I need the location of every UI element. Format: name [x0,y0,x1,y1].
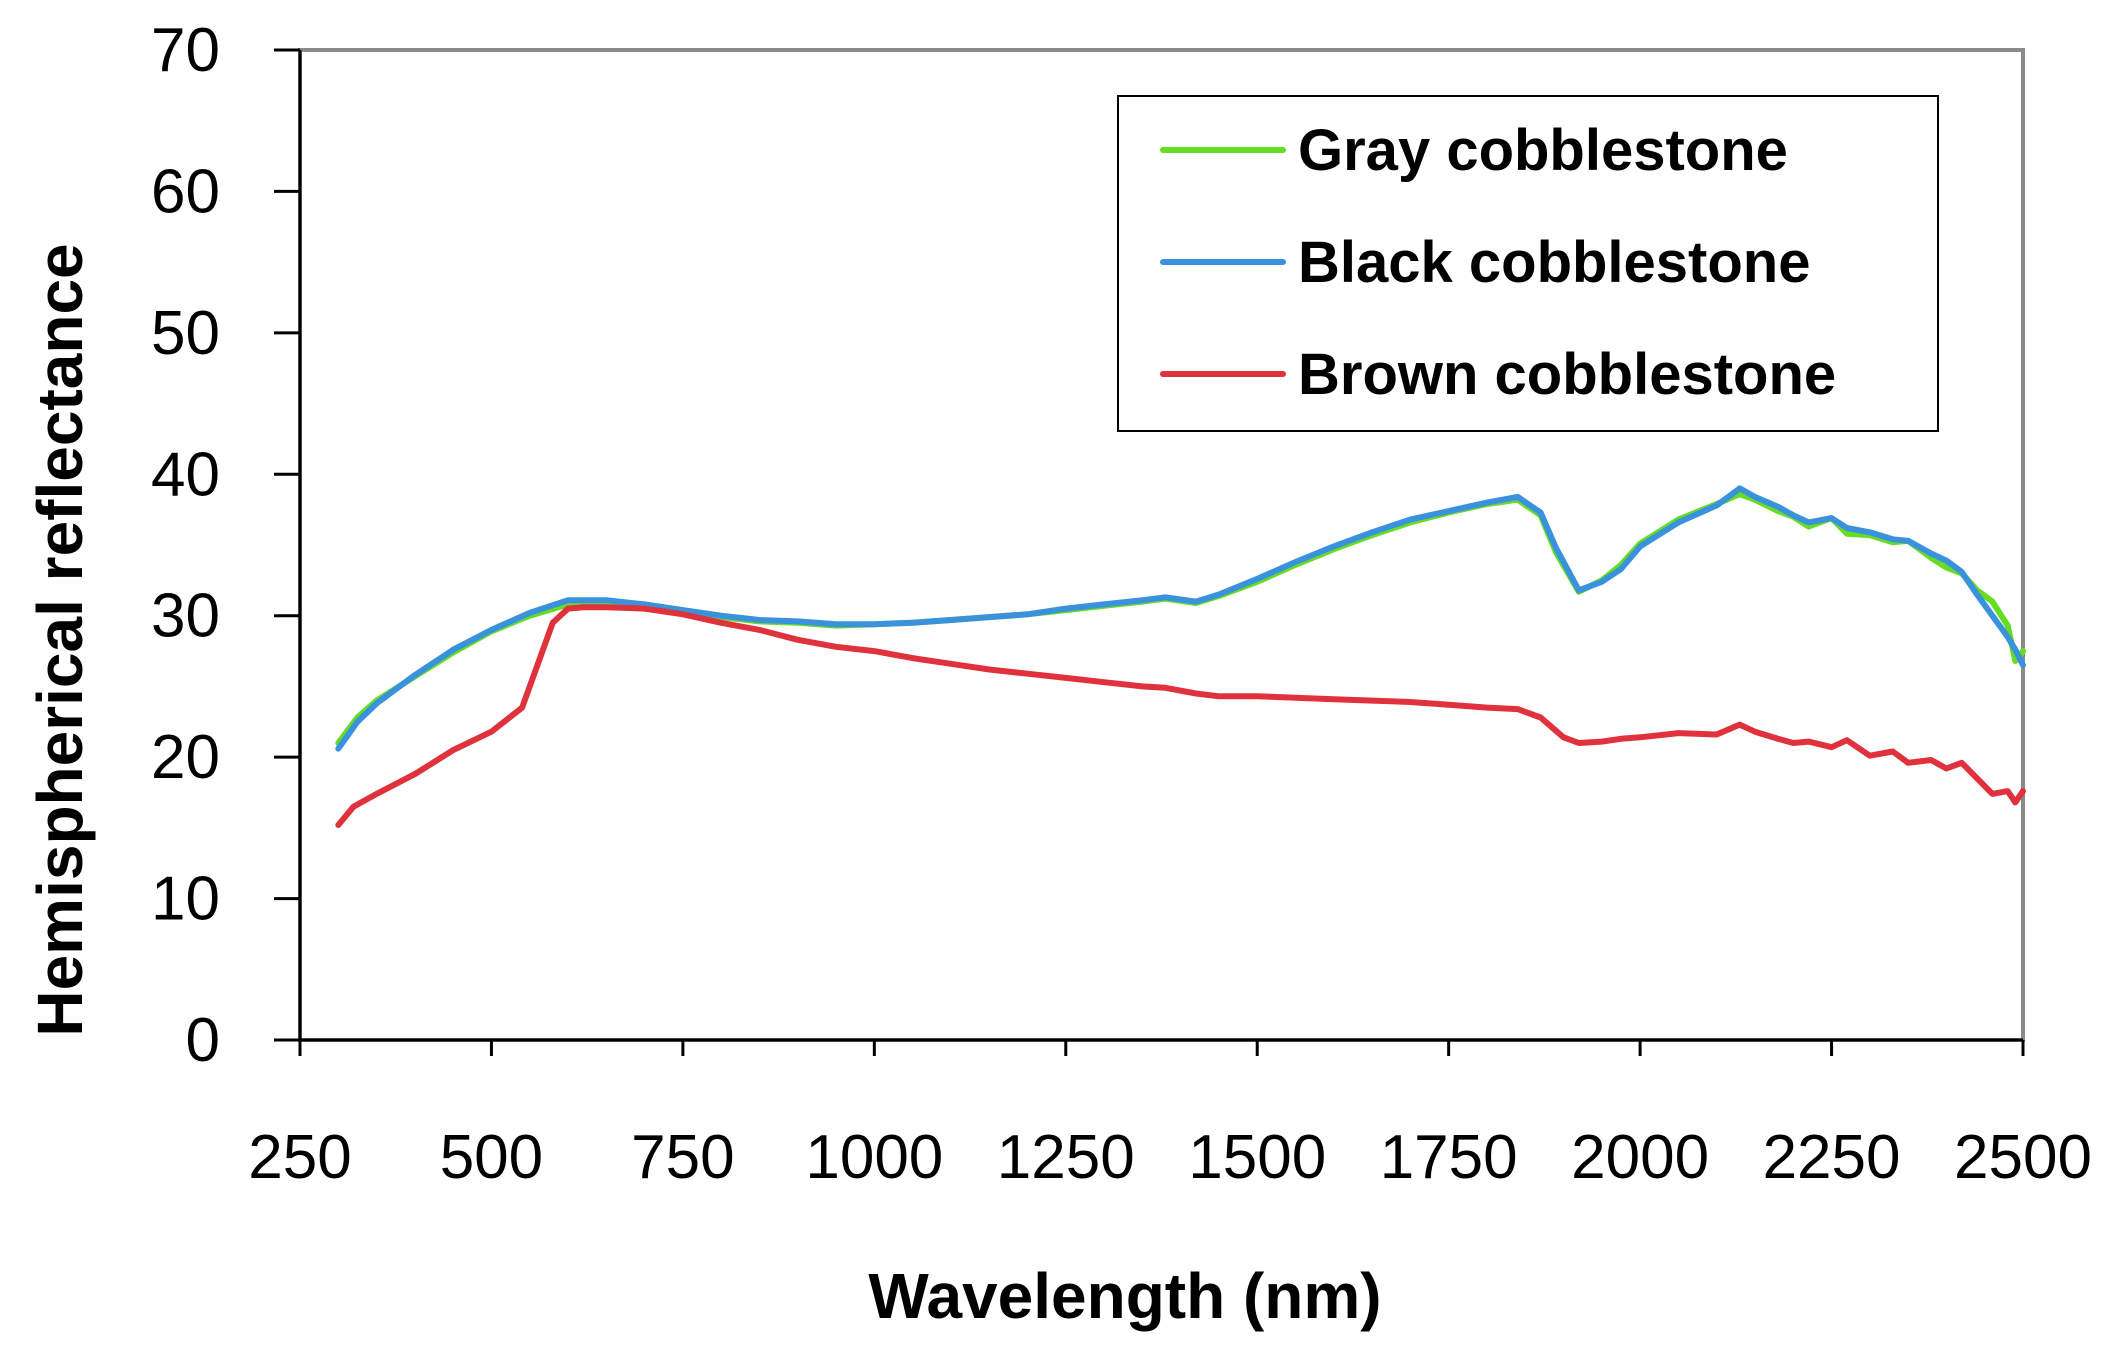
legend: Gray cobblestone Black cobblestone Brown c… [1117,95,1939,432]
series-layer [335,485,2026,828]
x-tick-label: 500 [440,1123,543,1192]
y-tick-label: 30 [151,582,220,651]
x-axis-ticks: 250 500 750 1000 1250 1500 1750 2000 2250 2500 [248,1040,2092,1192]
x-tick-label: 2500 [1954,1123,2092,1192]
x-tick-label: 1500 [1188,1123,1326,1192]
y-axis-ticks: 0 10 20 30 40 50 60 70 [151,16,300,1075]
x-tick-label: 2250 [1763,1123,1901,1192]
series-line-black-cobblestone [335,485,2026,752]
y-axis-title: Hemispherical reflectance [24,243,96,1036]
y-tick-label: 20 [151,723,220,792]
y-tick-label: 10 [151,865,220,934]
y-tick-label: 50 [151,299,220,368]
x-tick-label: 2000 [1571,1123,1709,1192]
legend-label-black-cobblestone: Black cobblestone [1298,230,1810,295]
x-tick-label: 1750 [1380,1123,1518,1192]
legend-items: Gray cobblestone Black cobblestone Brown c… [1160,118,1836,407]
legend-label-brown-cobblestone: Brown cobblestone [1298,342,1836,407]
x-tick-label: 750 [631,1123,734,1192]
y-tick-label: 0 [186,1006,220,1075]
y-tick-label: 60 [151,157,220,226]
x-tick-label: 1250 [997,1123,1135,1192]
x-tick-label: 250 [248,1123,351,1192]
series-line-brown-cobblestone [335,604,2026,828]
y-tick-label: 70 [151,16,220,85]
legend-label-gray-cobblestone: Gray cobblestone [1298,118,1788,183]
y-tick-label: 40 [151,440,220,509]
x-tick-label: 1000 [805,1123,943,1192]
x-axis-title: Wavelength (nm) [868,1260,1381,1332]
